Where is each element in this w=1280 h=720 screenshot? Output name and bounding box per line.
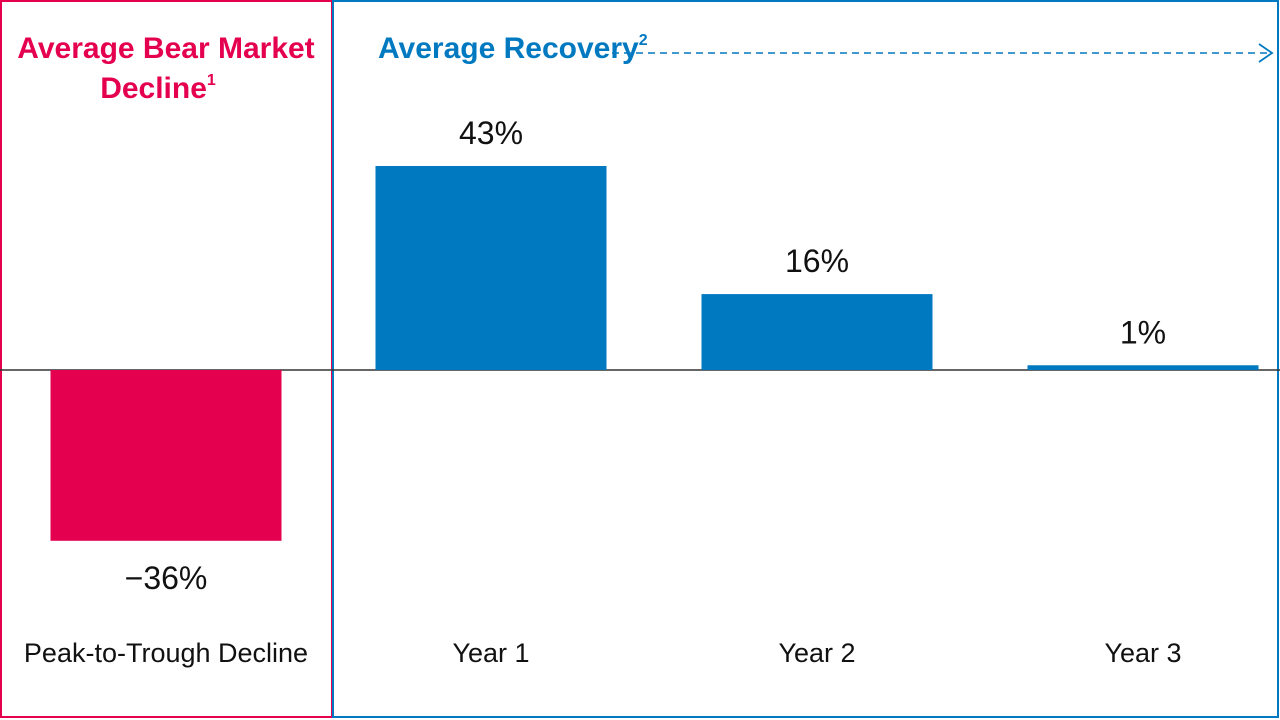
recovery-panel-title: Average Recovery2 xyxy=(378,32,648,65)
category-label-year-3: Year 3 xyxy=(1104,638,1181,668)
category-label-year-1: Year 1 xyxy=(452,638,529,668)
recovery-title-text: Average Recovery xyxy=(378,32,639,65)
footnote-1-marker: 1 xyxy=(207,72,216,89)
recovery-arrow-head xyxy=(1258,43,1274,63)
category-label-peak-to-trough-decline: Peak-to-Trough Decline xyxy=(24,638,308,668)
category-label-year-2: Year 2 xyxy=(778,638,855,668)
bar-year-3 xyxy=(1027,365,1259,370)
bars-layer xyxy=(50,166,1259,541)
bar-year-2 xyxy=(701,294,933,370)
value-label-year-1: 43% xyxy=(459,115,523,151)
value-label-year-3: 1% xyxy=(1120,314,1166,350)
value-label-peak-to-trough-decline: −36% xyxy=(125,560,208,596)
bar-peak-to-trough-decline xyxy=(50,370,282,541)
decline-panel-title: Average Bear Market xyxy=(17,32,314,65)
footnote-2-marker: 2 xyxy=(639,32,648,49)
recovery-panel-frame xyxy=(332,0,1279,718)
decline-title-text: Decline xyxy=(100,72,207,105)
decline-panel-title-line2: Decline1 xyxy=(100,72,216,105)
bar-year-1 xyxy=(375,166,607,370)
value-label-year-2: 16% xyxy=(785,243,849,279)
decline-panel-frame xyxy=(0,0,333,718)
labels-layer: −36% Peak-to-Trough Decline 43% Year 1 16% Ye… xyxy=(24,115,1182,668)
